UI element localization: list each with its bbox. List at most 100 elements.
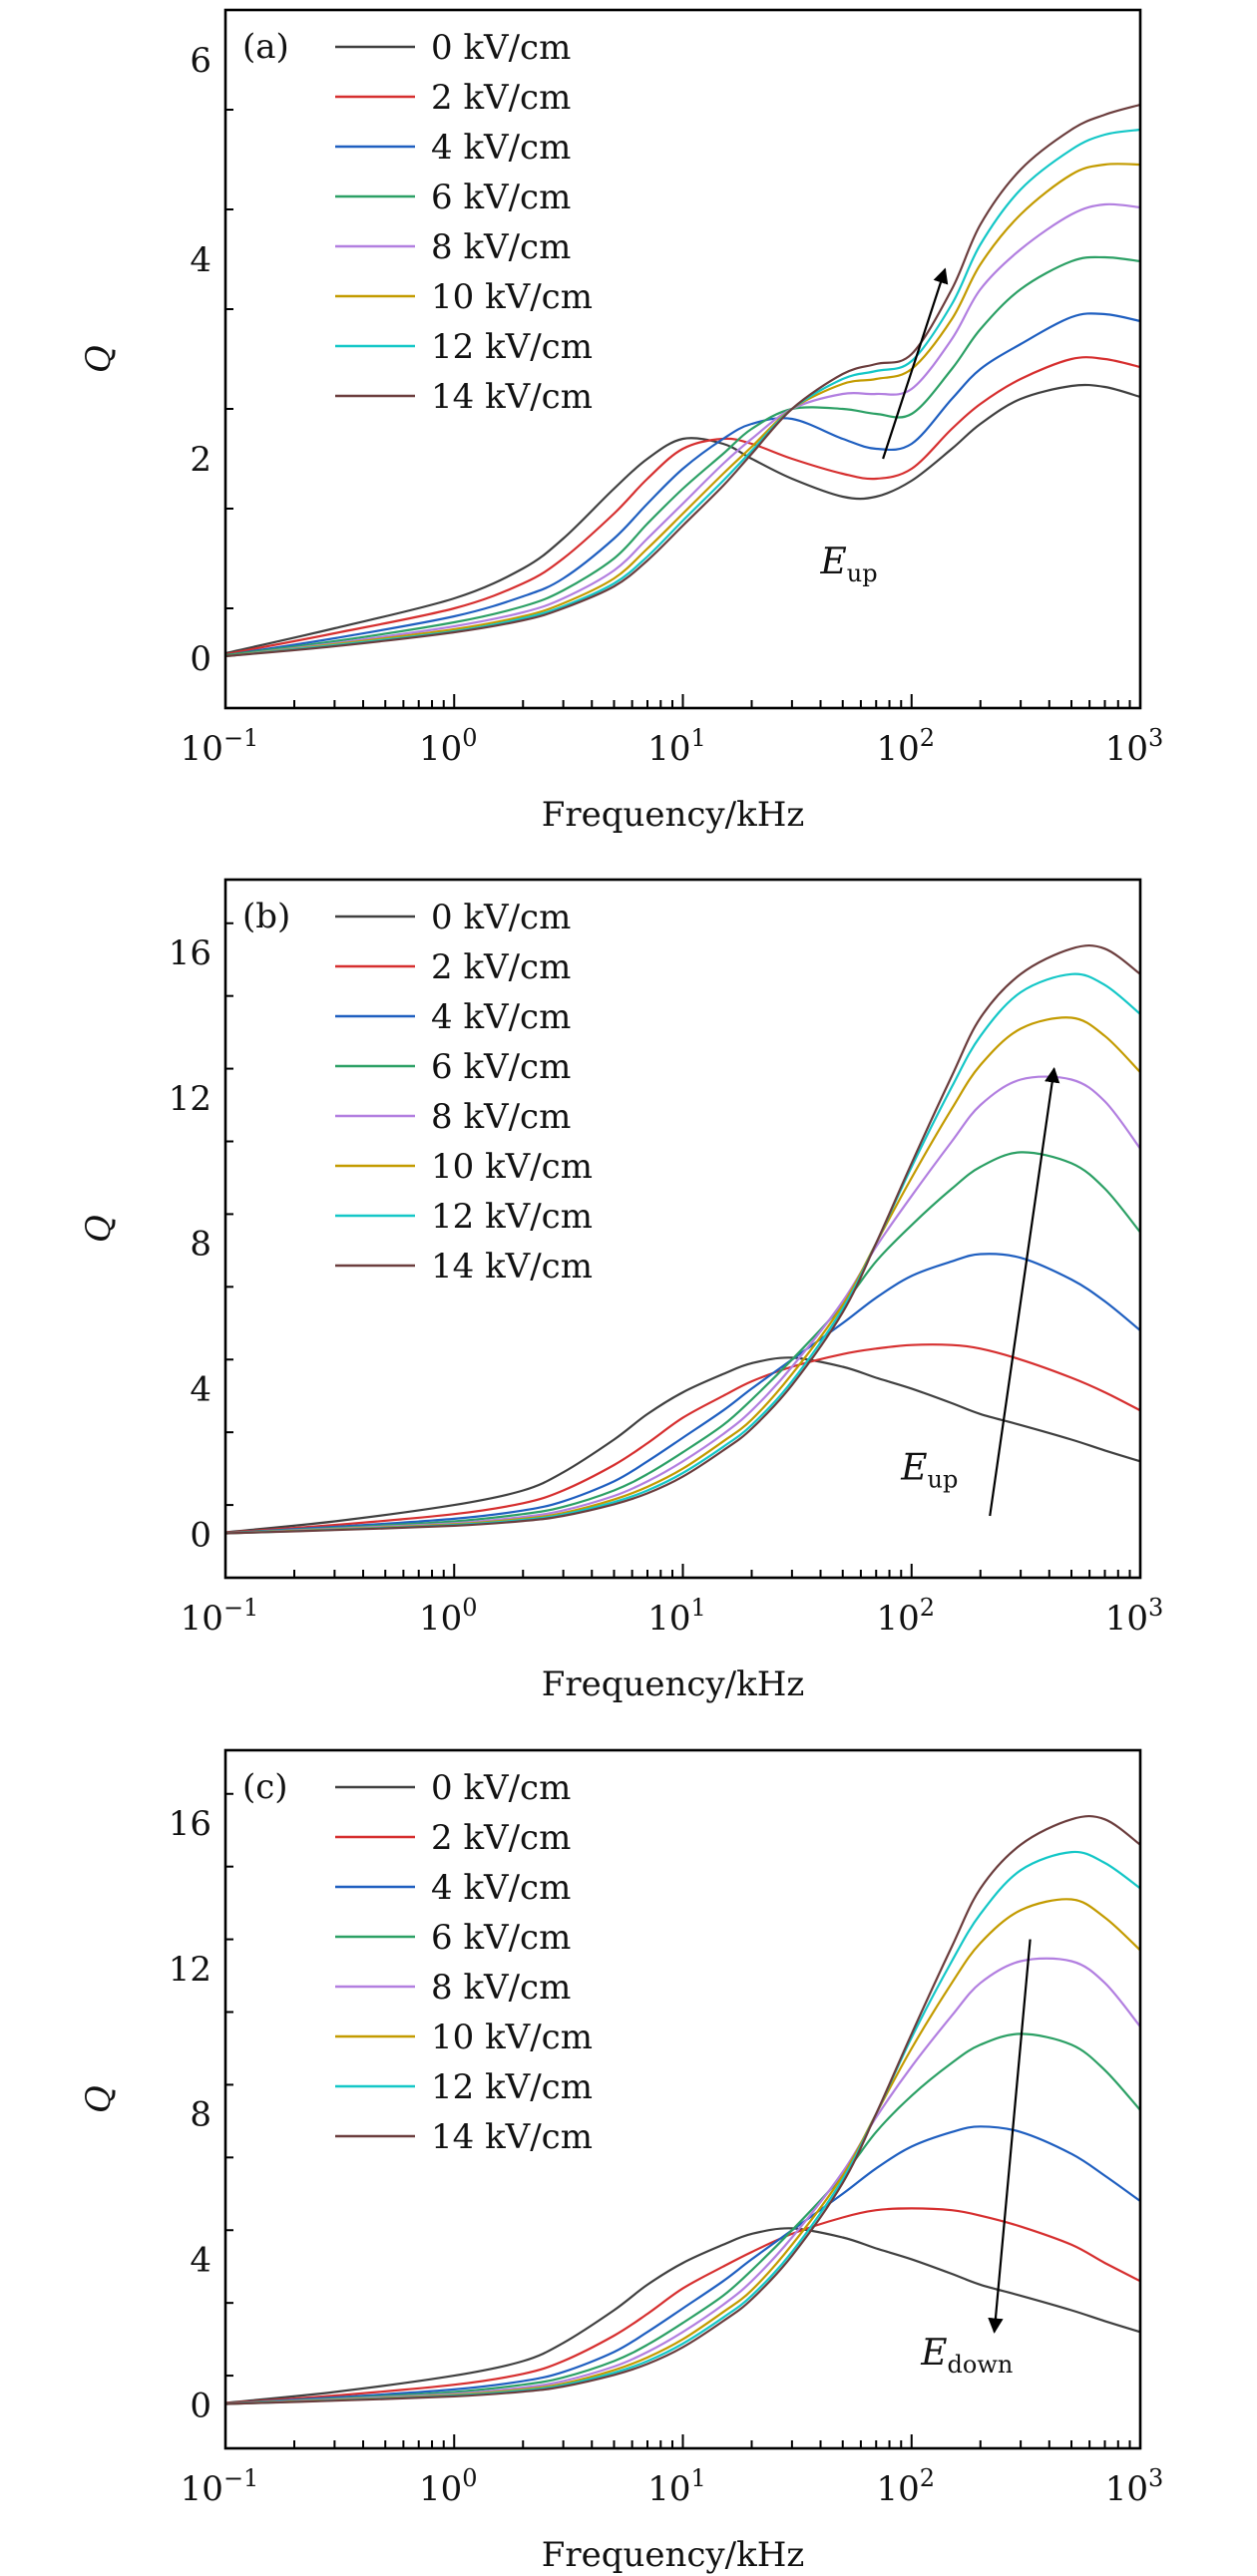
series-line-4-kV-cm bbox=[224, 1253, 1141, 1535]
y-tick-label: 8 bbox=[190, 1225, 211, 1265]
legend-entry: 2 kV/cm bbox=[431, 1818, 571, 1858]
legend-entry: 0 kV/cm bbox=[431, 898, 571, 937]
panel-b-y-axis-title: Q bbox=[79, 1215, 119, 1243]
x-tick-label: 102 bbox=[876, 724, 935, 769]
legend-entry: 6 kV/cm bbox=[431, 178, 571, 217]
x-tick-label: 100 bbox=[419, 724, 478, 769]
panel-b-legend: 0 kV/cm 2 kV/cm 4 kV/cm 6 kV/cm 8 kV/cm 10 kV… bbox=[335, 898, 593, 1287]
series-line-10-kV-cm bbox=[224, 163, 1141, 658]
series-line-0-kV-cm bbox=[224, 383, 1141, 655]
panel-a: 0 2 4 6 10−1 100 101 102 103 Frequency/kHz Q (a) 0 k… bbox=[79, 8, 1164, 835]
series-line-6-kV-cm bbox=[224, 255, 1141, 657]
legend-entry: 6 kV/cm bbox=[431, 1918, 571, 1958]
legend-entry: 10 kV/cm bbox=[431, 277, 593, 317]
panel-b: 0 4 8 12 16 10−1 100 101 102 103 Frequency/kHz Q (b)… bbox=[79, 878, 1164, 1704]
panel-a-y-axis-title: Q bbox=[79, 345, 119, 373]
panel-a-x-axis-title: Frequency/kHz bbox=[542, 795, 805, 835]
x-tick-label: 10−1 bbox=[181, 724, 259, 769]
x-tick-label: 103 bbox=[1105, 1594, 1164, 1639]
x-tick-label: 103 bbox=[1105, 2464, 1164, 2509]
x-tick-label: 10−1 bbox=[181, 1594, 259, 1639]
series-line-14-kV-cm bbox=[224, 1814, 1141, 2405]
series-line-8-kV-cm bbox=[224, 1957, 1141, 2405]
panel-c-curves bbox=[224, 1814, 1141, 2405]
x-tick-label: 102 bbox=[876, 1594, 935, 1639]
panel-b-arrow-label: Eup bbox=[900, 1448, 958, 1494]
panel-b-x-axis-title: Frequency/kHz bbox=[542, 1664, 805, 1704]
legend-entry: 4 kV/cm bbox=[431, 997, 571, 1037]
y-tick-label: 8 bbox=[190, 2095, 211, 2135]
x-tick-label: 100 bbox=[419, 2464, 478, 2509]
legend-entry: 0 kV/cm bbox=[431, 28, 571, 68]
panel-a-plot-frame bbox=[223, 8, 1142, 710]
x-tick-label: 101 bbox=[647, 724, 706, 769]
series-line-4-kV-cm bbox=[224, 312, 1141, 657]
series-line-10-kV-cm bbox=[224, 1016, 1141, 1535]
legend-entry: 4 kV/cm bbox=[431, 1868, 571, 1908]
panel-b-field-arrow bbox=[989, 1067, 1060, 1517]
series-line-4-kV-cm bbox=[224, 2125, 1141, 2405]
y-tick-label: 0 bbox=[190, 2386, 211, 2425]
legend-entry: 8 kV/cm bbox=[431, 1097, 571, 1137]
panel-b-curves bbox=[224, 943, 1141, 1535]
y-tick-label: 0 bbox=[190, 1515, 211, 1555]
panel-c-legend: 0 kV/cm 2 kV/cm 4 kV/cm 6 kV/cm 8 kV/cm 10 kV… bbox=[335, 1768, 593, 2157]
series-line-2-kV-cm bbox=[224, 2207, 1141, 2404]
panel-c-arrow-label: Edown bbox=[920, 2333, 1013, 2379]
x-tick-label: 102 bbox=[876, 2464, 935, 2509]
series-line-0-kV-cm bbox=[224, 2227, 1141, 2404]
panel-c-field-arrow bbox=[988, 1939, 1032, 2334]
panel-a-arrow-label: Eup bbox=[820, 542, 878, 587]
legend-entry: 12 kV/cm bbox=[431, 2067, 593, 2107]
x-tick-label: 103 bbox=[1105, 724, 1164, 769]
panel-c-y-axis-title: Q bbox=[79, 2085, 119, 2113]
legend-entry: 14 kV/cm bbox=[431, 377, 593, 417]
x-tick-label: 101 bbox=[647, 1594, 706, 1639]
panel-a-legend: 0 kV/cm 2 kV/cm 4 kV/cm 6 kV/cm 8 kV/cm 10 kV… bbox=[335, 28, 593, 417]
panel-a-curves bbox=[224, 103, 1141, 658]
y-tick-label: 0 bbox=[190, 639, 211, 679]
panel-a-label: (a) bbox=[242, 27, 289, 67]
series-line-2-kV-cm bbox=[224, 356, 1141, 656]
legend-entry: 12 kV/cm bbox=[431, 327, 593, 367]
y-tick-label: 16 bbox=[169, 1804, 211, 1844]
panel-c-label: (c) bbox=[242, 1767, 288, 1807]
series-line-8-kV-cm bbox=[224, 202, 1141, 658]
series-line-6-kV-cm bbox=[224, 1151, 1141, 1535]
series-line-12-kV-cm bbox=[224, 128, 1141, 658]
legend-entry: 8 kV/cm bbox=[431, 1968, 571, 2008]
y-tick-label: 12 bbox=[169, 1950, 211, 1990]
y-tick-label: 12 bbox=[169, 1079, 211, 1119]
x-tick-label: 100 bbox=[419, 1594, 478, 1639]
legend-entry: 4 kV/cm bbox=[431, 128, 571, 168]
legend-entry: 10 kV/cm bbox=[431, 1147, 593, 1187]
legend-entry: 0 kV/cm bbox=[431, 1768, 571, 1808]
legend-entry: 10 kV/cm bbox=[431, 2018, 593, 2057]
legend-entry: 6 kV/cm bbox=[431, 1047, 571, 1087]
series-line-0-kV-cm bbox=[224, 1356, 1141, 1534]
legend-entry: 12 kV/cm bbox=[431, 1197, 593, 1237]
series-line-10-kV-cm bbox=[224, 1898, 1141, 2405]
x-tick-label: 10−1 bbox=[181, 2464, 259, 2509]
y-tick-label: 16 bbox=[169, 933, 211, 973]
series-line-14-kV-cm bbox=[224, 943, 1141, 1535]
y-tick-label: 4 bbox=[190, 1369, 211, 1409]
legend-entry: 2 kV/cm bbox=[431, 78, 571, 118]
series-line-6-kV-cm bbox=[224, 2032, 1141, 2405]
legend-entry: 2 kV/cm bbox=[431, 947, 571, 987]
y-tick-label: 2 bbox=[190, 440, 211, 480]
series-line-2-kV-cm bbox=[224, 1343, 1141, 1534]
panel-b-label: (b) bbox=[242, 897, 290, 936]
panel-a-field-arrow bbox=[882, 267, 949, 460]
panel-c-x-axis-title: Frequency/kHz bbox=[542, 2535, 805, 2575]
y-tick-label: 4 bbox=[190, 2240, 211, 2280]
legend-entry: 8 kV/cm bbox=[431, 227, 571, 267]
legend-entry: 14 kV/cm bbox=[431, 2117, 593, 2157]
panel-c: 0 4 8 12 16 10−1 100 101 102 103 Frequency/kHz Q (c)… bbox=[79, 1748, 1164, 2575]
legend-entry: 14 kV/cm bbox=[431, 1247, 593, 1287]
x-tick-label: 101 bbox=[647, 2464, 706, 2509]
y-tick-label: 4 bbox=[190, 240, 211, 280]
series-line-14-kV-cm bbox=[224, 103, 1141, 658]
series-line-8-kV-cm bbox=[224, 1075, 1141, 1535]
